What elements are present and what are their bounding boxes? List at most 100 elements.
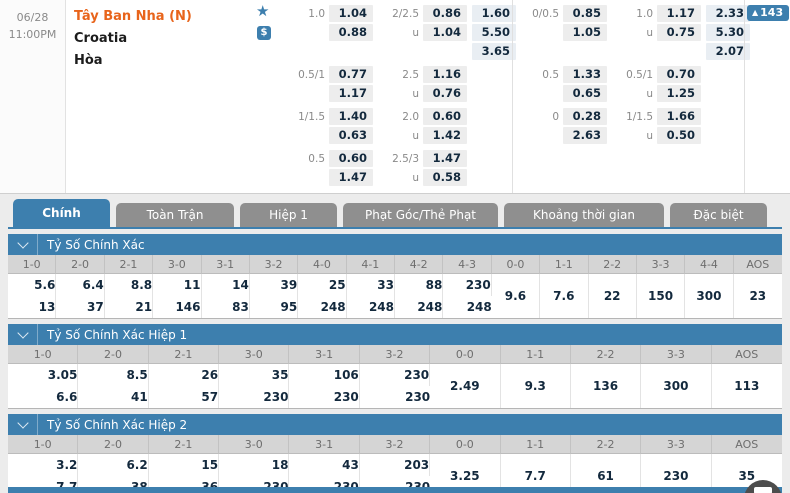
over-odds[interactable]: 0.86 <box>423 5 467 22</box>
over-odds[interactable]: 1.66 <box>657 108 701 125</box>
home-score-odds[interactable]: 203 <box>359 454 431 476</box>
away-win-odds[interactable]: 5.50 <box>472 24 516 41</box>
under-odds[interactable]: 0.58 <box>423 169 467 186</box>
handicap-home-odds[interactable]: 0.85 <box>563 5 607 22</box>
away-score-odds[interactable]: 95 <box>249 296 299 318</box>
over-odds[interactable]: 0.70 <box>657 66 701 83</box>
away-win-odds[interactable]: 5.30 <box>706 24 750 41</box>
draw-score-odds[interactable]: 3.25 <box>430 454 501 493</box>
draw-score-odds[interactable]: 7.6 <box>540 274 589 318</box>
handicap-away-odds[interactable]: 2.63 <box>563 127 607 144</box>
draw-score-odds[interactable]: 23 <box>733 274 782 318</box>
away-score-odds[interactable]: 41 <box>78 386 149 408</box>
handicap-home-odds[interactable]: 1.33 <box>563 66 607 83</box>
draw-score-odds[interactable]: 113 <box>711 364 782 408</box>
under-odds[interactable]: 1.04 <box>423 24 467 41</box>
home-score-odds[interactable]: 43 <box>289 454 360 476</box>
draw-score-odds[interactable]: 300 <box>685 274 734 318</box>
home-score-odds[interactable]: 25 <box>298 274 347 296</box>
draw-score-odds[interactable]: 136 <box>570 364 642 408</box>
draw-score-odds[interactable]: 7.7 <box>500 454 571 493</box>
draw-score-odds[interactable]: 150 <box>636 274 686 318</box>
under-odds[interactable]: 1.25 <box>657 85 701 102</box>
away-score-odds[interactable]: 146 <box>153 296 202 318</box>
away-score-odds[interactable]: 6.6 <box>8 386 79 408</box>
home-score-odds[interactable]: 26 <box>148 364 220 386</box>
over-odds[interactable]: 1.47 <box>423 150 467 167</box>
away-score-odds[interactable]: 230 <box>359 386 431 408</box>
home-score-odds[interactable]: 14 <box>201 274 250 296</box>
home-score-odds[interactable]: 8.8 <box>104 274 154 296</box>
home-score-odds[interactable]: 230 <box>443 274 492 296</box>
draw-score-odds[interactable]: 9.3 <box>500 364 571 408</box>
tab-4[interactable]: Khoảng thời gian <box>504 203 664 227</box>
section-header-bar[interactable]: Tỷ Số Chính Xác <box>8 234 782 255</box>
away-score-odds[interactable]: 83 <box>201 296 250 318</box>
home-score-odds[interactable]: 230 <box>359 364 431 386</box>
favorite-star-icon[interactable]: ★ <box>256 2 270 20</box>
under-odds[interactable]: 0.75 <box>657 24 701 41</box>
away-score-odds[interactable]: 57 <box>148 386 220 408</box>
under-odds[interactable]: 0.50 <box>657 127 701 144</box>
section-header-bar[interactable]: Tỷ Số Chính Xác Hiệp 2 <box>8 414 782 435</box>
tab-1[interactable]: Toàn Trận <box>116 203 234 227</box>
handicap-home-odds[interactable]: 1.04 <box>329 5 373 22</box>
tab-2[interactable]: Hiệp 1 <box>240 203 337 227</box>
home-score-odds[interactable]: 11 <box>153 274 202 296</box>
home-score-odds[interactable]: 39 <box>249 274 299 296</box>
home-score-odds[interactable]: 3.05 <box>8 364 79 386</box>
draw-score-odds[interactable]: 2.49 <box>430 364 501 408</box>
over-odds[interactable]: 0.60 <box>423 108 467 125</box>
draw-score-odds[interactable]: 22 <box>588 274 637 318</box>
handicap-away-odds[interactable]: 0.88 <box>329 24 373 41</box>
home-score-odds[interactable]: 5.6 <box>8 274 57 296</box>
handicap-home-odds[interactable]: 0.28 <box>563 108 607 125</box>
next-section-bar[interactable] <box>8 487 782 493</box>
draw-score-odds[interactable]: 230 <box>641 454 712 493</box>
tab-3[interactable]: Phạt Góc/Thẻ Phạt <box>343 203 498 227</box>
tab-0[interactable]: Chính <box>13 199 110 227</box>
draw-score-odds[interactable]: 300 <box>641 364 712 408</box>
cash-out-icon[interactable]: $ <box>257 26 271 40</box>
draw-score-odds[interactable]: 61 <box>570 454 642 493</box>
away-score-odds[interactable]: 248 <box>443 296 492 318</box>
handicap-home-odds[interactable]: 1.40 <box>329 108 373 125</box>
section-header-bar[interactable]: Tỷ Số Chính Xác Hiệp 1 <box>8 324 782 345</box>
away-score-odds[interactable]: 248 <box>395 296 444 318</box>
collapse-all-button[interactable] <box>744 480 782 493</box>
home-score-odds[interactable]: 15 <box>148 454 220 476</box>
home-score-odds[interactable]: 6.2 <box>78 454 149 476</box>
away-score-odds[interactable]: 13 <box>8 296 57 318</box>
away-score-odds[interactable]: 230 <box>219 386 290 408</box>
draw-odds[interactable]: 3.65 <box>472 43 516 60</box>
tab-5[interactable]: Đặc biệt <box>670 203 767 227</box>
chevron-cell[interactable] <box>8 414 38 435</box>
handicap-away-odds[interactable]: 0.63 <box>329 127 373 144</box>
draw-score-odds[interactable]: 9.6 <box>491 274 541 318</box>
away-score-odds[interactable]: 21 <box>104 296 154 318</box>
home-score-odds[interactable]: 35 <box>219 364 290 386</box>
away-score-odds[interactable]: 248 <box>346 296 395 318</box>
handicap-home-odds[interactable]: 0.60 <box>329 150 373 167</box>
away-score-odds[interactable]: 37 <box>56 296 105 318</box>
away-score-odds[interactable]: 230 <box>289 386 360 408</box>
home-score-odds[interactable]: 8.5 <box>78 364 149 386</box>
under-odds[interactable]: 0.76 <box>423 85 467 102</box>
over-odds[interactable]: 1.16 <box>423 66 467 83</box>
draw-odds[interactable]: 2.07 <box>706 43 750 60</box>
home-score-odds[interactable]: 6.4 <box>56 274 105 296</box>
home-win-odds[interactable]: 1.60 <box>472 5 516 22</box>
over-odds[interactable]: 1.17 <box>657 5 701 22</box>
more-markets-badge[interactable]: ▲ 143 <box>747 5 790 21</box>
chevron-cell[interactable] <box>8 234 38 255</box>
handicap-home-odds[interactable]: 0.77 <box>329 66 373 83</box>
home-score-odds[interactable]: 33 <box>346 274 395 296</box>
home-win-odds[interactable]: 2.33 <box>706 5 750 22</box>
handicap-away-odds[interactable]: 0.65 <box>563 85 607 102</box>
handicap-away-odds[interactable]: 1.17 <box>329 85 373 102</box>
home-score-odds[interactable]: 106 <box>289 364 360 386</box>
away-score-odds[interactable]: 248 <box>298 296 347 318</box>
home-score-odds[interactable]: 18 <box>219 454 290 476</box>
home-score-odds[interactable]: 88 <box>395 274 444 296</box>
chevron-cell[interactable] <box>8 324 38 345</box>
